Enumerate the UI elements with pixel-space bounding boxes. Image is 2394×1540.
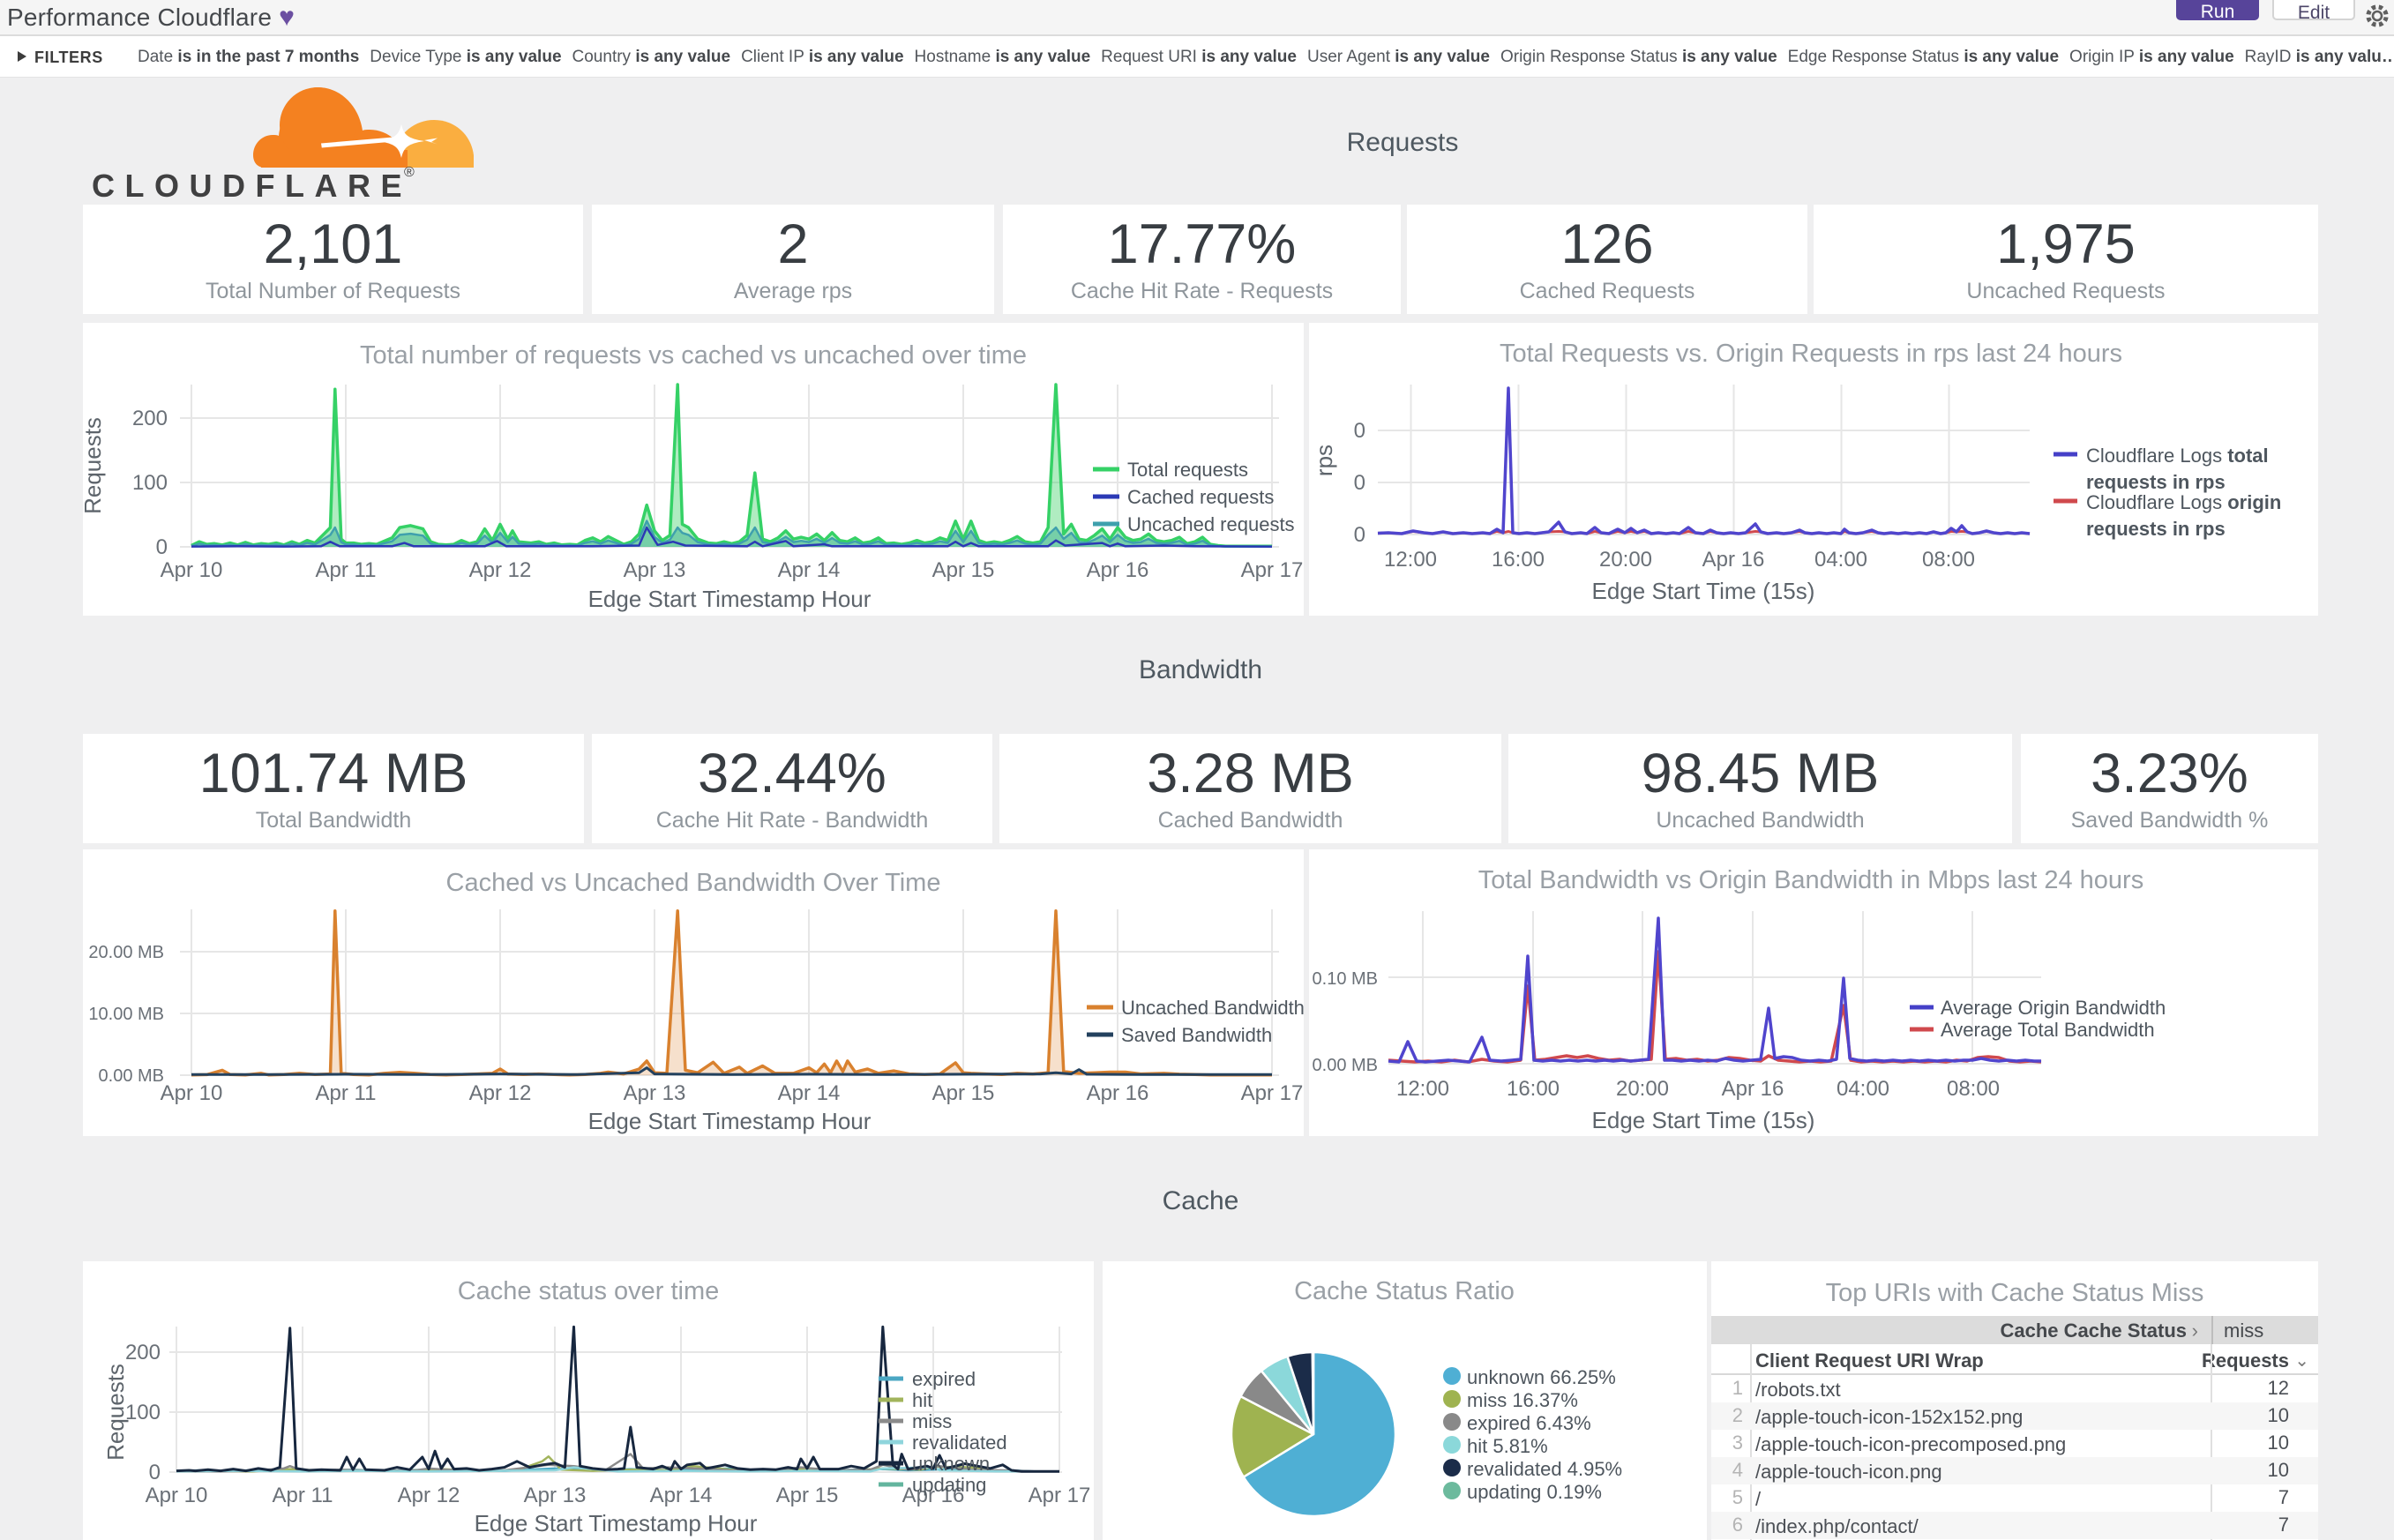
svg-text:revalidated: revalidated	[912, 1432, 1007, 1454]
svg-text:rps: rps	[1311, 445, 1337, 476]
svg-text:08:00: 08:00	[1922, 548, 1975, 572]
svg-text:Apr 12: Apr 12	[398, 1484, 460, 1507]
svg-text:20:00: 20:00	[1599, 548, 1652, 572]
svg-text:expired: expired	[912, 1368, 976, 1390]
svg-text:Total Requests vs. Origin Requ: Total Requests vs. Origin Requests in rp…	[1500, 340, 2122, 368]
svg-text:expired 6.43%: expired 6.43%	[1467, 1412, 1591, 1434]
svg-text:unknown 66.25%: unknown 66.25%	[1467, 1366, 1616, 1388]
svg-text:Apr 13: Apr 13	[624, 1081, 686, 1105]
svg-text:Total Bandwidth vs Origin Band: Total Bandwidth vs Origin Bandwidth in M…	[1478, 866, 2143, 894]
svg-text:Average Total Bandwidth: Average Total Bandwidth	[1941, 1019, 2155, 1041]
svg-text:20:00: 20:00	[1616, 1077, 1669, 1101]
svg-text:10.00 MB: 10.00 MB	[88, 1005, 164, 1024]
svg-text:0: 0	[1354, 471, 1365, 495]
svg-text:Apr 17: Apr 17	[1241, 1081, 1304, 1105]
svg-text:revalidated 4.95%: revalidated 4.95%	[1467, 1458, 1622, 1480]
svg-text:Total requests: Total requests	[1127, 459, 1248, 481]
svg-text:Edge Start Time (15s): Edge Start Time (15s)	[1592, 1107, 1815, 1133]
svg-text:200: 200	[132, 407, 168, 430]
svg-text:0.00 MB: 0.00 MB	[1313, 1056, 1378, 1075]
svg-text:0.00 MB: 0.00 MB	[99, 1066, 164, 1086]
svg-text:Uncached requests: Uncached requests	[1127, 513, 1295, 535]
svg-text:Apr 15: Apr 15	[932, 1081, 995, 1105]
svg-text:Saved Bandwidth: Saved Bandwidth	[1121, 1024, 1272, 1046]
svg-text:Apr 15: Apr 15	[932, 558, 995, 582]
svg-text:Apr 11: Apr 11	[273, 1484, 333, 1507]
svg-text:04:00: 04:00	[1814, 548, 1867, 572]
svg-text:Apr 14: Apr 14	[650, 1484, 713, 1507]
svg-text:hit 5.81%: hit 5.81%	[1467, 1435, 1548, 1457]
svg-text:0: 0	[1354, 419, 1365, 443]
svg-text:200: 200	[125, 1341, 161, 1364]
svg-text:Apr 16: Apr 16	[1087, 558, 1149, 582]
svg-text:Cloudflare Logs origin: Cloudflare Logs origin	[2086, 491, 2281, 513]
svg-text:Requests: Requests	[83, 417, 106, 514]
svg-text:requests in rps: requests in rps	[2086, 518, 2226, 540]
svg-text:Apr 11: Apr 11	[316, 558, 377, 582]
svg-text:0: 0	[156, 535, 168, 559]
svg-text:Apr 13: Apr 13	[524, 1484, 587, 1507]
svg-text:Cached vs Uncached Bandwidth O: Cached vs Uncached Bandwidth Over Time	[446, 869, 941, 897]
svg-text:Apr 17: Apr 17	[1029, 1484, 1091, 1507]
svg-text:Apr 16: Apr 16	[902, 1484, 965, 1507]
svg-text:Average Origin Bandwidth: Average Origin Bandwidth	[1941, 997, 2166, 1019]
svg-text:Apr 14: Apr 14	[778, 1081, 841, 1105]
svg-text:hit: hit	[912, 1389, 932, 1411]
svg-text:requests in rps: requests in rps	[2086, 471, 2226, 493]
svg-text:Edge Start Time (15s): Edge Start Time (15s)	[1592, 578, 1815, 604]
svg-text:Apr 16: Apr 16	[1702, 548, 1765, 572]
svg-text:Cloudflare Logs total: Cloudflare Logs total	[2086, 445, 2269, 467]
svg-text:100: 100	[125, 1401, 161, 1424]
svg-text:Apr 16: Apr 16	[1722, 1077, 1784, 1101]
svg-text:unknown: unknown	[912, 1453, 990, 1475]
svg-text:Apr 10: Apr 10	[161, 558, 223, 582]
svg-text:Uncached Bandwidth: Uncached Bandwidth	[1121, 997, 1304, 1019]
svg-text:Apr 17: Apr 17	[1241, 558, 1304, 582]
svg-text:updating: updating	[912, 1474, 986, 1496]
svg-text:Apr 12: Apr 12	[469, 1081, 532, 1105]
svg-text:16:00: 16:00	[1507, 1077, 1560, 1101]
svg-text:Apr 10: Apr 10	[161, 1081, 223, 1105]
svg-text:Apr 12: Apr 12	[469, 558, 532, 582]
svg-text:Requests: Requests	[102, 1364, 129, 1461]
svg-text:Edge Start Timestamp Hour: Edge Start Timestamp Hour	[475, 1510, 758, 1536]
svg-text:12:00: 12:00	[1396, 1077, 1449, 1101]
svg-text:0: 0	[149, 1461, 161, 1484]
svg-text:Apr 10: Apr 10	[146, 1484, 208, 1507]
svg-text:Apr 15: Apr 15	[776, 1484, 839, 1507]
svg-text:0.10 MB: 0.10 MB	[1313, 969, 1378, 989]
svg-text:Apr 11: Apr 11	[316, 1081, 377, 1105]
svg-text:Total number of requests vs ca: Total number of requests vs cached vs un…	[360, 341, 1027, 370]
svg-text:0: 0	[1354, 523, 1365, 547]
svg-text:Apr 13: Apr 13	[624, 558, 686, 582]
svg-text:12:00: 12:00	[1384, 548, 1437, 572]
svg-text:miss 16.37%: miss 16.37%	[1467, 1389, 1578, 1411]
svg-text:100: 100	[132, 471, 168, 495]
svg-text:Apr 16: Apr 16	[1087, 1081, 1149, 1105]
svg-text:08:00: 08:00	[1947, 1077, 2000, 1101]
svg-text:miss: miss	[912, 1410, 952, 1432]
svg-text:04:00: 04:00	[1837, 1077, 1889, 1101]
svg-text:®: ®	[404, 165, 415, 180]
svg-text:Cache Status Ratio: Cache Status Ratio	[1294, 1277, 1515, 1305]
svg-text:Apr 14: Apr 14	[778, 558, 841, 582]
svg-text:Edge Start Timestamp Hour: Edge Start Timestamp Hour	[588, 586, 872, 612]
svg-text:Cached requests: Cached requests	[1127, 486, 1274, 508]
svg-text:20.00 MB: 20.00 MB	[88, 943, 164, 962]
svg-text:updating 0.19%: updating 0.19%	[1467, 1481, 1602, 1503]
svg-text:Edge Start Timestamp Hour: Edge Start Timestamp Hour	[588, 1108, 872, 1134]
svg-text:CLOUDFLARE: CLOUDFLARE	[92, 168, 412, 204]
svg-text:Cache status over time: Cache status over time	[458, 1277, 720, 1305]
svg-text:16:00: 16:00	[1492, 548, 1545, 572]
